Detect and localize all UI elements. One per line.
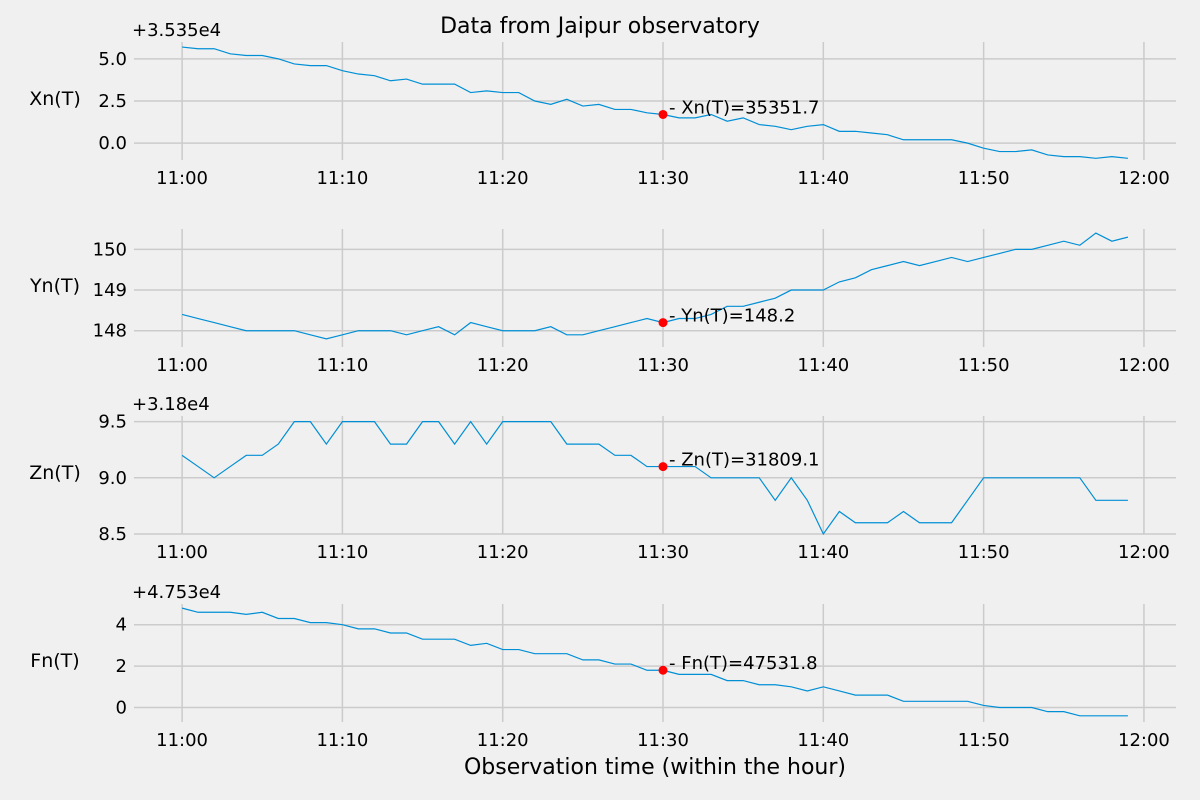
- x-tick-label: 12:00: [1118, 730, 1170, 751]
- x-tick-label: 11:30: [637, 542, 689, 563]
- subplot-3: 11:00 11:10 11:20 11:30 11:40 11:50 12:00 8.5 9.…: [29, 394, 1176, 563]
- chart-title: Data from Jaipur observatory: [440, 14, 760, 39]
- series-line: [181, 420, 1128, 536]
- x-tick-label: 11:10: [316, 168, 368, 189]
- y-tick-label: 148: [93, 321, 127, 342]
- y-axis-label: Xn(T): [29, 88, 81, 110]
- x-tick-label: 11:40: [797, 542, 849, 563]
- x-tick-label: 11:50: [958, 168, 1010, 189]
- annotation-marker: [658, 318, 668, 328]
- y-offset-label: +3.18e4: [132, 394, 210, 415]
- annotation-label: - Fn(T)=47531.8: [669, 653, 818, 674]
- x-tick-label: 11:20: [477, 355, 529, 376]
- series-line: [182, 46, 1128, 159]
- x-tick-label: 11:20: [477, 730, 529, 751]
- y-tick-label: 2: [116, 656, 127, 677]
- x-tick-label: 11:00: [156, 730, 208, 751]
- y-tick-label: 0.0: [98, 133, 127, 154]
- annotation-label: - Yn(T)=148.2: [669, 306, 795, 327]
- x-tick-label: 11:40: [797, 730, 849, 751]
- series-line: [181, 607, 1128, 717]
- series-line: [181, 232, 1129, 340]
- x-tick-label: 12:00: [1118, 168, 1170, 189]
- annotation-label: - Zn(T)=31809.1: [669, 450, 820, 471]
- x-tick-label: 11:00: [156, 355, 208, 376]
- y-tick-label: 9.5: [98, 412, 127, 433]
- x-tick-label: 12:00: [1118, 355, 1170, 376]
- annotation-marker: [658, 462, 668, 472]
- y-tick-label: 5.0: [98, 49, 127, 70]
- annotation-marker: [658, 109, 668, 119]
- x-tick-label: 11:30: [637, 168, 689, 189]
- y-tick-label: 149: [93, 280, 127, 301]
- y-tick-label: 8.5: [98, 524, 127, 545]
- y-axis-label: Yn(T): [29, 275, 80, 297]
- subplot-panels: 11:00 11:10 11:20 11:30 11:40 11:50 12:00 0.0 2.…: [29, 20, 1176, 751]
- x-tick-label: 11:40: [797, 168, 849, 189]
- x-tick-label: 11:00: [156, 168, 208, 189]
- x-tick-label: 11:10: [316, 730, 368, 751]
- y-axis-label: Fn(T): [30, 650, 79, 672]
- y-tick-label: 0: [116, 698, 127, 719]
- x-tick-label: 11:50: [958, 355, 1010, 376]
- y-tick-label: 9.0: [98, 468, 127, 489]
- annotation-marker: [658, 665, 668, 675]
- y-tick-label: 2.5: [98, 91, 127, 112]
- x-tick-label: 11:10: [316, 355, 368, 376]
- subplot-2: 11:00 11:10 11:20 11:30 11:40 11:50 12:00 148 14…: [29, 229, 1176, 376]
- x-tick-label: 11:50: [958, 730, 1010, 751]
- y-tick-label: 150: [93, 239, 127, 260]
- x-tick-label: 11:50: [958, 542, 1010, 563]
- x-tick-label: 12:00: [1118, 542, 1170, 563]
- x-tick-label: 11:20: [477, 542, 529, 563]
- x-tick-label: 11:40: [797, 355, 849, 376]
- x-axis-label: Observation time (within the hour): [464, 755, 846, 780]
- y-tick-label: 4: [116, 615, 127, 636]
- subplot-1: 11:00 11:10 11:20 11:30 11:40 11:50 12:00 0.0 2.…: [29, 20, 1176, 189]
- y-offset-label: +4.753e4: [132, 582, 221, 603]
- x-tick-label: 11:10: [316, 542, 368, 563]
- x-tick-label: 11:00: [156, 542, 208, 563]
- x-tick-label: 11:30: [637, 730, 689, 751]
- y-axis-label: Zn(T): [29, 462, 81, 484]
- x-tick-label: 11:20: [477, 168, 529, 189]
- subplot-4: 11:00 11:10 11:20 11:30 11:40 11:50 12:00 0 2 4+4…: [30, 582, 1176, 751]
- y-offset-label: +3.535e4: [132, 20, 221, 41]
- x-tick-label: 11:30: [637, 355, 689, 376]
- annotation-label: - Xn(T)=35351.7: [669, 97, 820, 118]
